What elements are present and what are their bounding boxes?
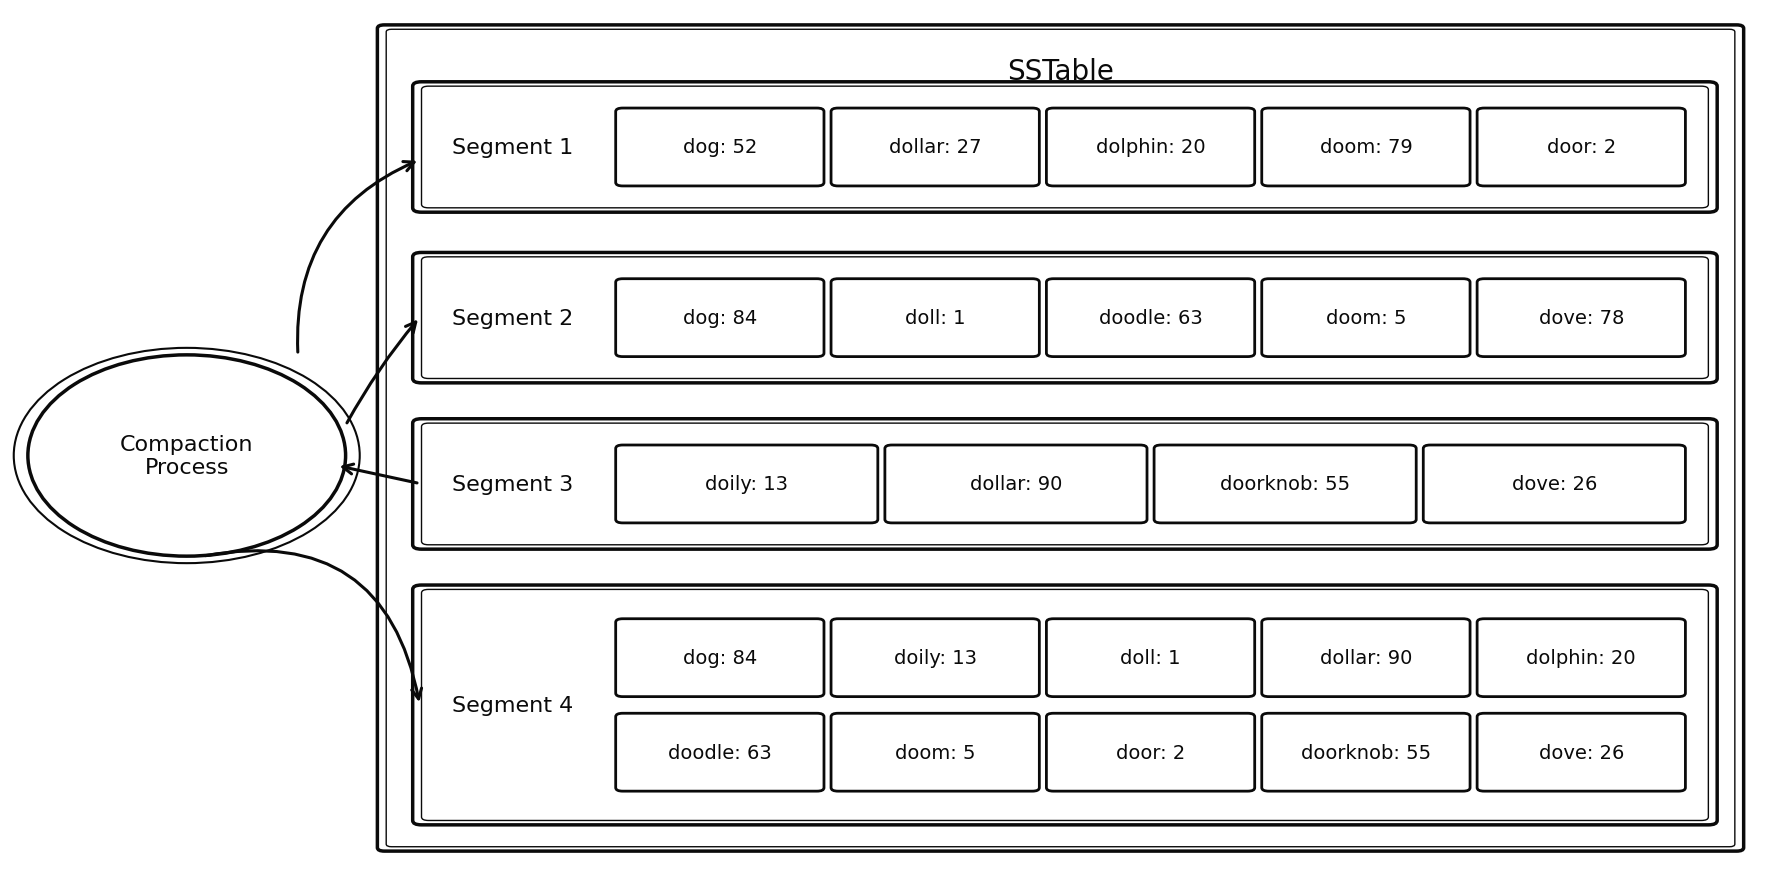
FancyBboxPatch shape bbox=[1423, 446, 1685, 524]
FancyBboxPatch shape bbox=[831, 280, 1040, 357]
Text: door: 2: door: 2 bbox=[1547, 139, 1616, 157]
Text: dove: 26: dove: 26 bbox=[1512, 475, 1597, 494]
Text: doom: 79: doom: 79 bbox=[1319, 139, 1413, 157]
Text: dollar: 27: dollar: 27 bbox=[889, 139, 981, 157]
Text: doily: 13: doily: 13 bbox=[893, 648, 976, 667]
Text: dog: 52: dog: 52 bbox=[682, 139, 757, 157]
Text: Segment 3: Segment 3 bbox=[451, 474, 573, 495]
Ellipse shape bbox=[14, 348, 359, 564]
FancyBboxPatch shape bbox=[831, 714, 1040, 791]
FancyBboxPatch shape bbox=[421, 589, 1708, 821]
Text: dolphin: 20: dolphin: 20 bbox=[1096, 139, 1206, 157]
Text: dove: 78: dove: 78 bbox=[1538, 309, 1625, 328]
Text: Compaction
Process: Compaction Process bbox=[120, 434, 253, 478]
Ellipse shape bbox=[28, 355, 345, 557]
FancyBboxPatch shape bbox=[615, 619, 824, 697]
Text: doll: 1: doll: 1 bbox=[1121, 648, 1181, 667]
Text: SSTable: SSTable bbox=[1008, 58, 1114, 86]
Text: doom: 5: doom: 5 bbox=[1326, 309, 1406, 328]
Text: Segment 1: Segment 1 bbox=[451, 138, 573, 158]
Text: Segment 2: Segment 2 bbox=[451, 309, 573, 328]
FancyBboxPatch shape bbox=[1476, 109, 1685, 187]
FancyBboxPatch shape bbox=[1155, 446, 1416, 524]
FancyBboxPatch shape bbox=[421, 258, 1708, 379]
FancyBboxPatch shape bbox=[385, 30, 1734, 847]
FancyBboxPatch shape bbox=[1262, 109, 1469, 187]
FancyBboxPatch shape bbox=[1262, 280, 1469, 357]
Text: Segment 4: Segment 4 bbox=[451, 695, 573, 715]
FancyBboxPatch shape bbox=[1047, 619, 1255, 697]
FancyBboxPatch shape bbox=[615, 280, 824, 357]
Text: doodle: 63: doodle: 63 bbox=[1098, 309, 1202, 328]
FancyBboxPatch shape bbox=[1476, 619, 1685, 697]
FancyBboxPatch shape bbox=[412, 419, 1717, 550]
FancyBboxPatch shape bbox=[615, 446, 879, 524]
FancyBboxPatch shape bbox=[831, 109, 1040, 187]
FancyBboxPatch shape bbox=[412, 585, 1717, 825]
FancyBboxPatch shape bbox=[1262, 714, 1469, 791]
FancyBboxPatch shape bbox=[421, 87, 1708, 209]
Text: doily: 13: doily: 13 bbox=[705, 475, 789, 494]
FancyBboxPatch shape bbox=[412, 253, 1717, 383]
Text: dollar: 90: dollar: 90 bbox=[971, 475, 1063, 494]
Text: doorknob: 55: doorknob: 55 bbox=[1301, 743, 1430, 762]
Text: doll: 1: doll: 1 bbox=[905, 309, 965, 328]
FancyBboxPatch shape bbox=[884, 446, 1147, 524]
Text: dog: 84: dog: 84 bbox=[682, 648, 757, 667]
FancyBboxPatch shape bbox=[1476, 714, 1685, 791]
FancyBboxPatch shape bbox=[1047, 280, 1255, 357]
FancyBboxPatch shape bbox=[421, 424, 1708, 545]
Text: dolphin: 20: dolphin: 20 bbox=[1526, 648, 1635, 667]
Text: doorknob: 55: doorknob: 55 bbox=[1220, 475, 1351, 494]
FancyBboxPatch shape bbox=[615, 109, 824, 187]
FancyBboxPatch shape bbox=[377, 25, 1743, 852]
Text: door: 2: door: 2 bbox=[1116, 743, 1185, 762]
Text: dog: 84: dog: 84 bbox=[682, 309, 757, 328]
FancyBboxPatch shape bbox=[615, 714, 824, 791]
FancyBboxPatch shape bbox=[1047, 714, 1255, 791]
FancyBboxPatch shape bbox=[831, 619, 1040, 697]
FancyBboxPatch shape bbox=[1047, 109, 1255, 187]
Text: doom: 5: doom: 5 bbox=[895, 743, 976, 762]
Text: dollar: 90: dollar: 90 bbox=[1319, 648, 1413, 667]
FancyBboxPatch shape bbox=[1476, 280, 1685, 357]
FancyBboxPatch shape bbox=[412, 82, 1717, 213]
Text: dove: 26: dove: 26 bbox=[1538, 743, 1625, 762]
FancyBboxPatch shape bbox=[1262, 619, 1469, 697]
Text: doodle: 63: doodle: 63 bbox=[668, 743, 771, 762]
